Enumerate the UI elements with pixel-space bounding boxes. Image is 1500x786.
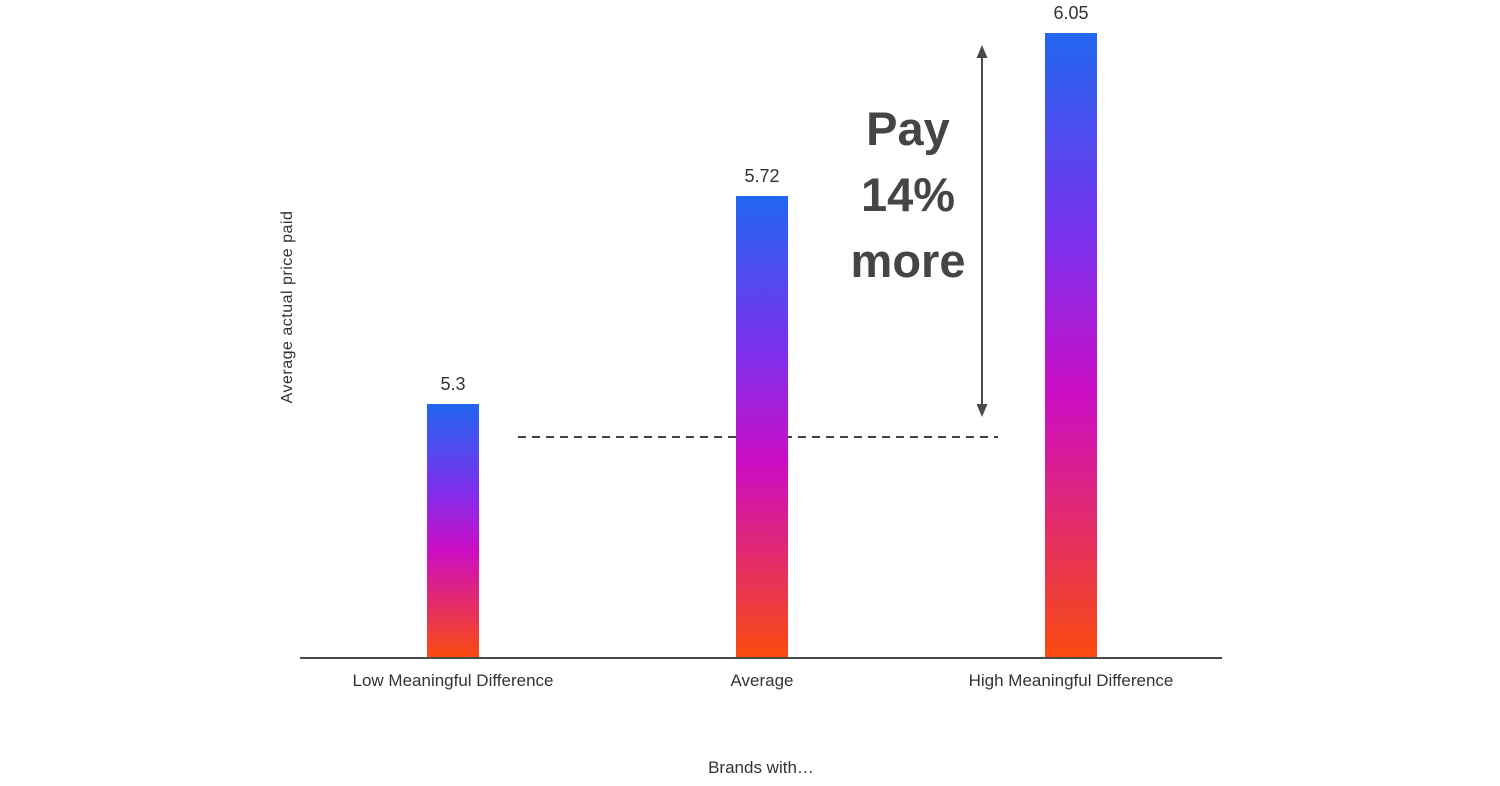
category-label-high: High Meaningful Difference <box>968 671 1174 690</box>
plot-area: Pay 14% more 5.3 5.72 6.05 <box>300 0 1222 659</box>
bar-value-label: 6.05 <box>1053 3 1089 23</box>
double-arrow-icon <box>976 45 988 417</box>
y-axis-label: Average actual price paid <box>279 210 296 404</box>
bar-average <box>736 196 788 657</box>
bar-value-label: 5.3 <box>440 374 466 395</box>
category-label-low: Low Meaningful Difference <box>352 671 554 690</box>
bar-value-label: 5.72 <box>744 166 780 187</box>
bar-group-average: 5.72 <box>736 166 788 657</box>
x-axis-title: Brands with… <box>708 758 814 777</box>
bar-high-meaningful-difference <box>1045 33 1097 657</box>
category-label-average: Average <box>730 671 794 690</box>
bar-group-high: 6.05 <box>1045 3 1097 657</box>
annotation-pay-more: Pay 14% more <box>850 102 966 287</box>
bar-group-low: 5.3 <box>427 374 479 657</box>
bar-low-meaningful-difference <box>427 404 479 657</box>
